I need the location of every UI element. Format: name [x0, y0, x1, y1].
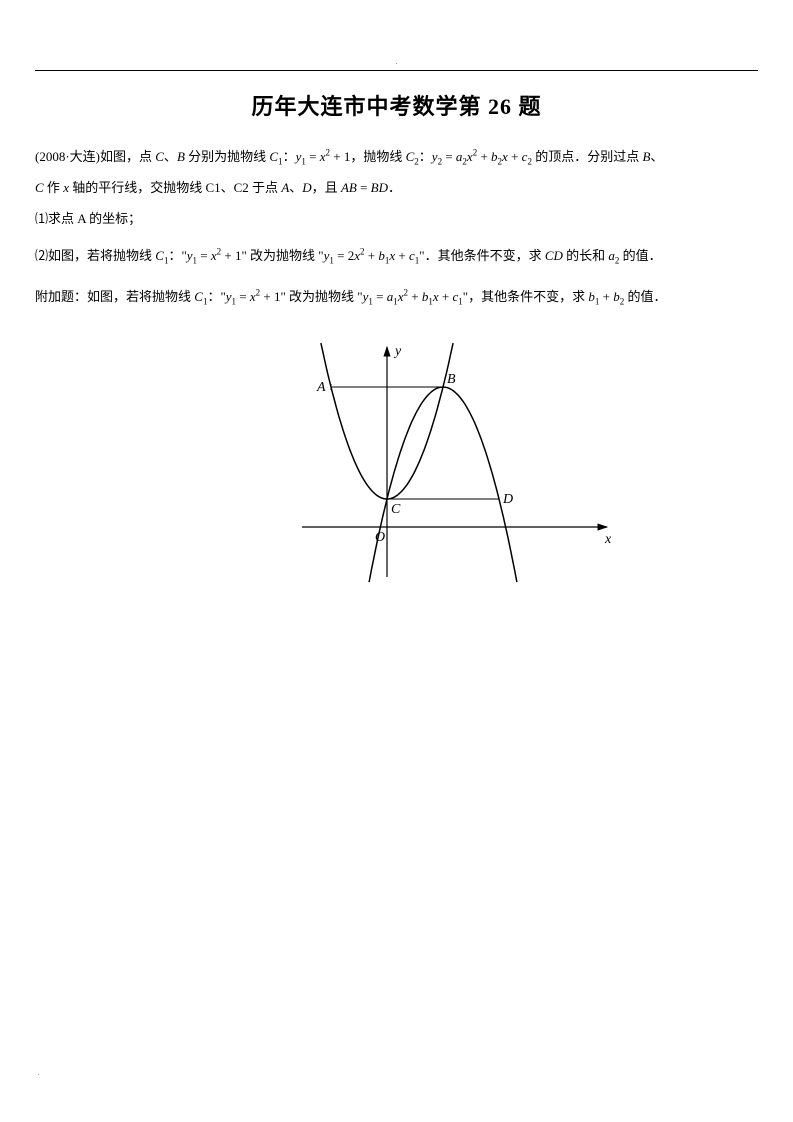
svg-text:A: A	[316, 380, 326, 395]
text: 分别为抛物线	[185, 149, 270, 164]
svg-text:x: x	[604, 532, 612, 547]
var-C: C	[35, 180, 44, 195]
q2-CD: CD	[545, 248, 563, 263]
var-C: C	[155, 149, 164, 164]
text: ，抛物线	[350, 149, 405, 164]
svg-text:D: D	[502, 492, 513, 507]
q2-colon: ："	[168, 248, 186, 263]
bottom-dot: .	[38, 1071, 40, 1077]
q2-plus1: + 1	[221, 248, 241, 263]
q3-end: "，其他条件不变，求	[463, 289, 589, 304]
figure-container: y x O A B C D	[155, 337, 758, 601]
problem-body: (2008·大连)如图，点 C、B 分别为抛物线 C1：y1 = x2 + 1，…	[35, 143, 758, 312]
eq1-eq: =	[306, 149, 320, 164]
colon: ：	[283, 149, 296, 164]
q2-and: 的长和	[563, 248, 609, 263]
var-BD: BD	[371, 180, 388, 195]
eq2-eq: =	[442, 149, 456, 164]
svg-text:C: C	[391, 502, 401, 517]
period: ．	[388, 180, 401, 195]
q3-plus1: + 1	[260, 289, 280, 304]
q2-p2: +	[395, 248, 409, 263]
text: ，且	[312, 180, 341, 195]
horizontal-rule	[35, 70, 758, 71]
q2-start: ⑵如图，若将抛物线	[35, 248, 155, 263]
q3-plus: +	[599, 289, 613, 304]
svg-text:y: y	[393, 344, 402, 359]
eq: =	[357, 180, 371, 195]
var-C1: C	[269, 149, 278, 164]
parabola-figure: y x O A B C D	[297, 337, 617, 597]
var-C2: C	[406, 149, 415, 164]
q3-eq: =	[236, 289, 250, 304]
var-B: B	[177, 149, 185, 164]
q3-p2: +	[439, 289, 453, 304]
page-title: 历年大连市中考数学第 26 题	[35, 89, 758, 121]
question-3: 附加题：如图，若将抛物线 C1："y1 = x2 + 1" 改为抛物线 "y1 …	[35, 283, 758, 312]
intro-line-1: (2008·大连)如图，点 C、B 分别为抛物线 C1：y1 = x2 + 1，…	[35, 143, 758, 172]
var-D: D	[302, 180, 311, 195]
text: 轴的平行线，交抛物线 C1、C2 于点	[69, 180, 281, 195]
colon: ：	[419, 149, 432, 164]
q3-mid: " 改为抛物线 "	[281, 289, 363, 304]
q2-eqb: = 2	[334, 248, 354, 263]
eq2-p1: +	[477, 149, 491, 164]
sep: 、	[650, 149, 663, 164]
q3-eqb: =	[373, 289, 387, 304]
sep: 、	[289, 180, 302, 195]
eq2-p2: +	[508, 149, 522, 164]
svg-text:B: B	[447, 372, 456, 387]
q3-val: 的值．	[624, 289, 666, 304]
q2-val: 的值．	[619, 248, 661, 263]
q2-pb: +	[365, 248, 379, 263]
question-2: ⑵如图，若将抛物线 C1："y1 = x2 + 1" 改为抛物线 "y1 = 2…	[35, 242, 758, 271]
top-dot: .	[35, 60, 758, 66]
q2-mid: " 改为抛物线 "	[242, 248, 324, 263]
q3-start: 附加题：如图，若将抛物线	[35, 289, 194, 304]
q2-eq: =	[197, 248, 211, 263]
var-AB: AB	[341, 180, 357, 195]
intro-prefix: (2008·大连)如图，点	[35, 149, 155, 164]
sep: 、	[164, 149, 177, 164]
text: 作	[44, 180, 64, 195]
svg-text:O: O	[375, 530, 385, 545]
text: 的顶点．分别过点	[532, 149, 643, 164]
q2-C1: C	[155, 248, 164, 263]
question-1: ⑴求点 A 的坐标；	[35, 205, 758, 234]
q3-C1: C	[194, 289, 203, 304]
q3-pb: +	[408, 289, 422, 304]
q3-colon: ："	[207, 289, 225, 304]
eq1-plus: + 1	[330, 149, 350, 164]
intro-line-2: C 作 x 轴的平行线，交抛物线 C1、C2 于点 A、D，且 AB = BD．	[35, 174, 758, 203]
q2-end: "．其他条件不变，求	[419, 248, 545, 263]
